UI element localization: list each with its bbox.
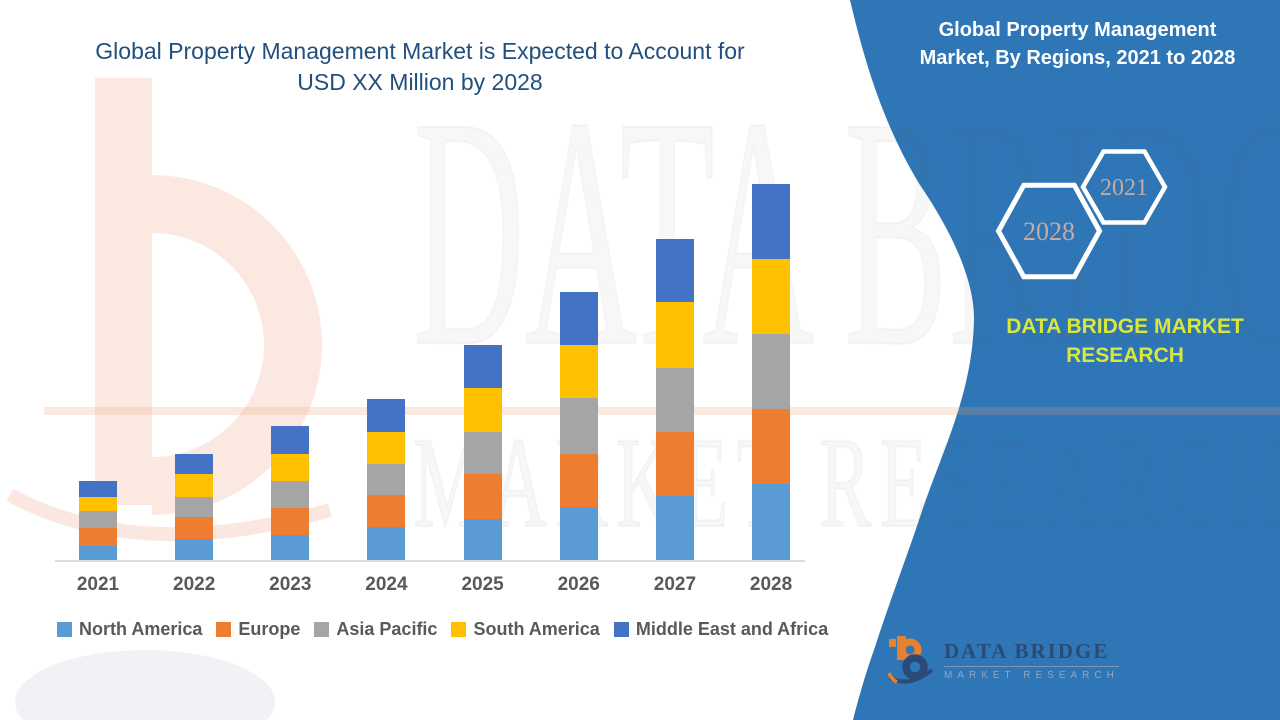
bar-segment-south-america-2025 — [463, 388, 502, 432]
bar-segment-middle-east-and-africa-2026 — [559, 292, 598, 345]
bar-2027 — [655, 239, 694, 560]
brand-text-line2: RESEARCH — [1066, 344, 1184, 367]
bar-2021 — [79, 481, 117, 560]
bar-segment-middle-east-and-africa-2024 — [367, 399, 406, 432]
x-label-2025: 2025 — [461, 574, 504, 595]
bar-segment-europe-2027 — [655, 432, 694, 496]
bar-segment-europe-2028 — [752, 409, 791, 484]
bar-2025 — [463, 345, 502, 560]
chart-legend: North America Europe Asia Pacific South Ame… — [57, 619, 877, 640]
bar-segment-europe-2025 — [463, 474, 502, 519]
legend-label-middle-east-and-africa: Middle East and Africa — [635, 619, 829, 639]
dbmr-logo-name: DATA BRIDGE — [944, 639, 1110, 663]
bar-segment-asia-pacific-2025 — [463, 432, 502, 474]
x-label-2023: 2023 — [269, 574, 312, 595]
plot-area — [55, 182, 805, 562]
panel-title-line2: Market, By Regions, 2021 to 2028 — [919, 47, 1236, 69]
legend-item-south-america: South America — [451, 619, 600, 640]
bar-segment-asia-pacific-2021 — [79, 511, 117, 528]
x-label-2026: 2026 — [557, 574, 600, 595]
bg-bottom-left-blob — [15, 650, 275, 720]
bar-segment-middle-east-and-africa-2028 — [752, 184, 791, 259]
bar-segment-middle-east-and-africa-2021 — [79, 481, 117, 497]
legend-item-europe: Europe — [216, 619, 300, 640]
legend-swatch-middle-east-and-africa — [613, 622, 629, 637]
bar-segment-south-america-2028 — [752, 259, 791, 334]
hexagon-2028 — [995, 182, 1103, 280]
bar-segment-north-america-2023 — [271, 535, 310, 560]
page-title-line2: USD XX Million by 2028 — [297, 69, 543, 95]
page-title-line1: Global Property Management Market is Exp… — [95, 38, 745, 64]
dbmr-logo-text: DATA BRIDGE MARKET RESEARCH — [944, 639, 1119, 681]
bar-segment-south-america-2026 — [559, 345, 598, 398]
bar-segment-europe-2026 — [559, 454, 598, 507]
bar-segment-north-america-2021 — [79, 546, 117, 560]
x-label-2021: 2021 — [76, 574, 120, 595]
bar-segment-north-america-2024 — [367, 527, 406, 560]
legend-label-asia-pacific: Asia Pacific — [336, 619, 438, 639]
bar-2022 — [175, 454, 214, 560]
panel-title: Global Property Management Market, By Re… — [885, 16, 1270, 72]
legend-item-north-america: North America — [57, 619, 202, 640]
hexagon-2028-label: 2028 — [1023, 217, 1075, 246]
logo-navy-bowl — [902, 654, 928, 680]
brand-text-line1: DATA BRIDGE MARKET — [1006, 315, 1244, 338]
dbmr-logo-tagline: MARKET RESEARCH — [944, 670, 1119, 681]
logo-notch — [889, 639, 896, 647]
bar-segment-north-america-2025 — [463, 519, 502, 560]
bar-segment-middle-east-and-africa-2027 — [655, 239, 694, 302]
bar-segment-middle-east-and-africa-2023 — [271, 426, 310, 454]
dbmr-logo-mark — [888, 636, 934, 684]
x-label-2022: 2022 — [173, 574, 216, 595]
bar-segment-south-america-2022 — [175, 474, 214, 497]
bar-segment-south-america-2024 — [367, 432, 406, 464]
bar-segment-asia-pacific-2023 — [271, 481, 310, 508]
bar-2028 — [752, 184, 791, 560]
logo-orange-swoosh — [888, 672, 898, 684]
bar-2024 — [367, 399, 406, 560]
x-axis-labels: 2021 2022 2023 2024 2025 2026 2027 2028 — [55, 574, 805, 600]
x-label-2027: 2027 — [653, 574, 697, 595]
hexagon-2021-label: 2021 — [1100, 175, 1148, 201]
dbmr-logo-rule — [944, 666, 1119, 667]
bar-segment-asia-pacific-2026 — [559, 398, 598, 454]
brand-text: DATA BRIDGE MARKET RESEARCH — [958, 312, 1280, 370]
legend-label-north-america: North America — [79, 619, 203, 639]
bar-segment-asia-pacific-2022 — [175, 497, 214, 517]
bar-segment-europe-2024 — [367, 495, 406, 527]
bar-segment-middle-east-and-africa-2025 — [463, 345, 502, 388]
bar-segment-north-america-2027 — [655, 496, 694, 560]
bar-segment-europe-2023 — [271, 508, 310, 535]
legend-swatch-south-america — [451, 622, 467, 637]
bar-2023 — [271, 426, 310, 560]
legend-swatch-europe — [216, 622, 232, 637]
bar-segment-asia-pacific-2027 — [655, 368, 694, 432]
x-label-2024: 2024 — [365, 574, 408, 595]
hexagon-2021 — [1080, 149, 1168, 225]
legend-item-asia-pacific: Asia Pacific — [314, 619, 437, 640]
page-title: Global Property Management Market is Exp… — [20, 36, 820, 98]
bar-segment-south-america-2027 — [655, 302, 694, 368]
bar-segment-south-america-2021 — [79, 497, 117, 511]
bar-segment-europe-2022 — [175, 517, 214, 539]
legend-swatch-asia-pacific — [314, 622, 330, 637]
x-label-2028: 2028 — [749, 574, 793, 595]
bar-segment-asia-pacific-2028 — [752, 334, 791, 409]
bar-segment-north-america-2022 — [175, 539, 214, 560]
legend-label-south-america: South America — [473, 619, 600, 639]
bar-segment-south-america-2023 — [271, 454, 310, 481]
legend-label-europe: Europe — [238, 619, 301, 639]
bar-segment-north-america-2028 — [752, 484, 791, 560]
legend-swatch-north-america — [57, 622, 72, 637]
panel-title-line1: Global Property Management — [938, 19, 1217, 41]
bar-2026 — [559, 292, 598, 560]
dbmr-logo: DATA BRIDGE MARKET RESEARCH — [888, 634, 1119, 686]
bar-segment-asia-pacific-2024 — [367, 464, 406, 495]
bar-segment-europe-2021 — [79, 528, 117, 546]
legend-item-middle-east-and-africa: Middle East and Africa — [613, 619, 829, 640]
bar-segment-north-america-2026 — [559, 507, 598, 560]
bar-segment-middle-east-and-africa-2022 — [175, 454, 214, 474]
